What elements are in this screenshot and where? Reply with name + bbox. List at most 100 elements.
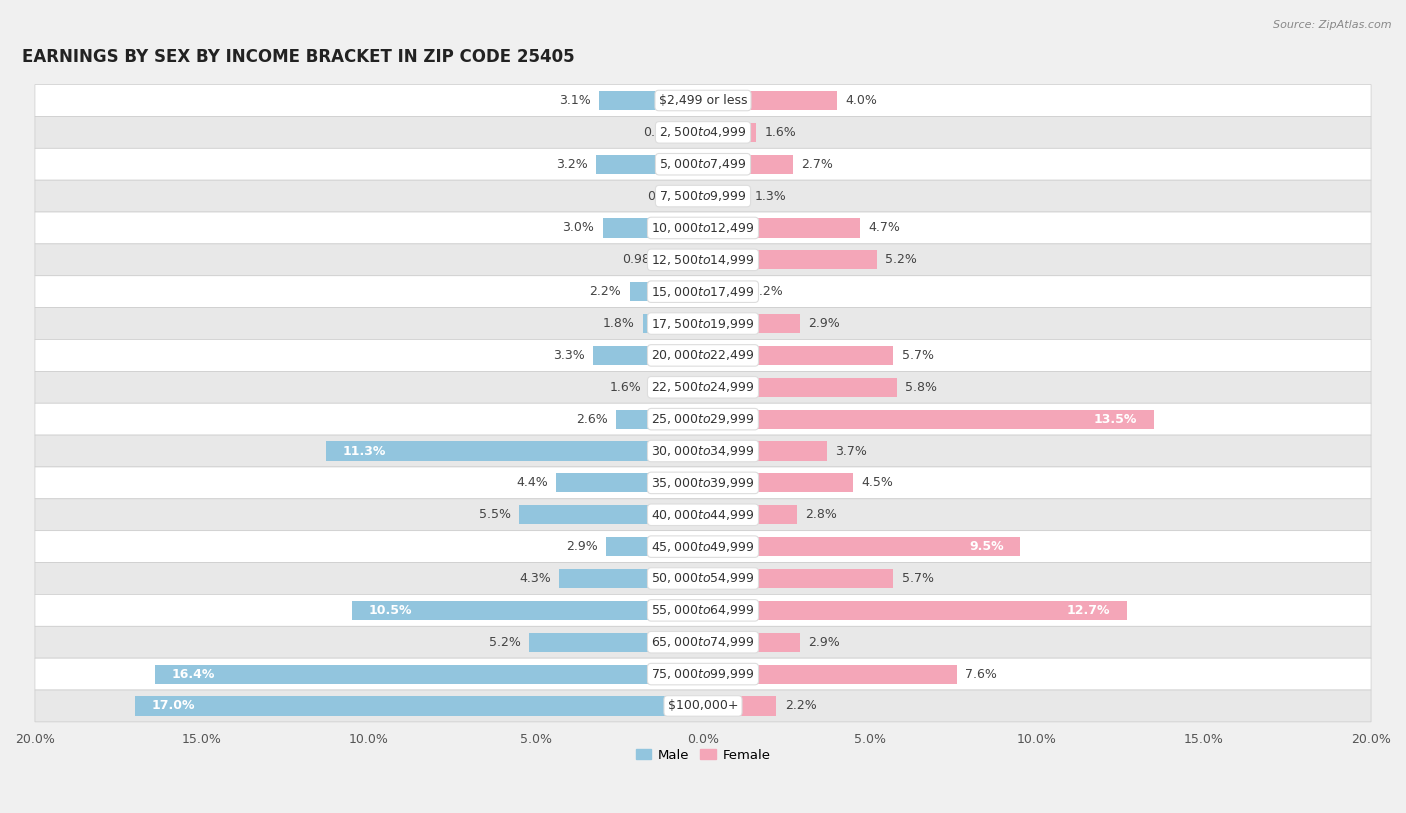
Text: 2.9%: 2.9% xyxy=(808,636,839,649)
Text: $55,000 to $64,999: $55,000 to $64,999 xyxy=(651,603,755,617)
Text: 4.4%: 4.4% xyxy=(516,476,548,489)
FancyBboxPatch shape xyxy=(35,531,1371,563)
Text: 5.5%: 5.5% xyxy=(479,508,510,521)
Text: 7.6%: 7.6% xyxy=(965,667,997,680)
Text: 0.24%: 0.24% xyxy=(647,189,686,202)
Bar xyxy=(555,473,703,493)
Text: 5.2%: 5.2% xyxy=(884,254,917,267)
Bar xyxy=(616,410,703,428)
Text: 1.8%: 1.8% xyxy=(603,317,634,330)
Text: $2,499 or less: $2,499 or less xyxy=(659,94,747,107)
Bar xyxy=(519,505,703,524)
Bar xyxy=(683,123,703,142)
Bar xyxy=(703,250,877,269)
Text: 3.2%: 3.2% xyxy=(555,158,588,171)
Bar xyxy=(703,537,1021,556)
Bar xyxy=(703,314,800,333)
FancyBboxPatch shape xyxy=(35,180,1371,212)
Text: $25,000 to $29,999: $25,000 to $29,999 xyxy=(651,412,755,426)
Text: 13.5%: 13.5% xyxy=(1094,413,1137,426)
FancyBboxPatch shape xyxy=(35,594,1371,626)
Bar xyxy=(703,441,827,461)
Bar xyxy=(703,123,756,142)
FancyBboxPatch shape xyxy=(35,563,1371,594)
Bar xyxy=(650,378,703,397)
Bar xyxy=(643,314,703,333)
Bar xyxy=(703,219,860,237)
Text: 17.0%: 17.0% xyxy=(152,699,195,712)
Text: 2.7%: 2.7% xyxy=(801,158,834,171)
Bar xyxy=(703,569,893,588)
Text: $10,000 to $12,499: $10,000 to $12,499 xyxy=(651,221,755,235)
Text: 5.2%: 5.2% xyxy=(489,636,522,649)
FancyBboxPatch shape xyxy=(35,85,1371,116)
FancyBboxPatch shape xyxy=(35,148,1371,180)
Text: 3.1%: 3.1% xyxy=(560,94,591,107)
Text: $50,000 to $54,999: $50,000 to $54,999 xyxy=(651,572,755,585)
Text: $35,000 to $39,999: $35,000 to $39,999 xyxy=(651,476,755,490)
Bar xyxy=(326,441,703,461)
Text: $2,500 to $4,999: $2,500 to $4,999 xyxy=(659,125,747,139)
Bar xyxy=(603,219,703,237)
Legend: Male, Female: Male, Female xyxy=(630,744,776,767)
Text: 12.7%: 12.7% xyxy=(1067,604,1111,617)
FancyBboxPatch shape xyxy=(35,435,1371,467)
FancyBboxPatch shape xyxy=(35,307,1371,340)
Bar xyxy=(593,346,703,365)
Bar xyxy=(703,410,1154,428)
Text: $75,000 to $99,999: $75,000 to $99,999 xyxy=(651,667,755,681)
Text: 0.6%: 0.6% xyxy=(643,126,675,139)
Bar xyxy=(703,664,957,684)
Bar xyxy=(703,601,1128,620)
FancyBboxPatch shape xyxy=(35,659,1371,690)
Bar xyxy=(703,505,797,524)
Bar xyxy=(703,282,744,302)
Bar xyxy=(703,186,747,206)
FancyBboxPatch shape xyxy=(35,116,1371,148)
Text: 3.3%: 3.3% xyxy=(553,349,585,362)
Bar xyxy=(529,633,703,652)
Text: $22,500 to $24,999: $22,500 to $24,999 xyxy=(651,380,755,394)
Bar xyxy=(630,282,703,302)
Text: 4.3%: 4.3% xyxy=(519,572,551,585)
Text: $100,000+: $100,000+ xyxy=(668,699,738,712)
Text: 16.4%: 16.4% xyxy=(172,667,215,680)
Text: $5,000 to $7,499: $5,000 to $7,499 xyxy=(659,157,747,172)
FancyBboxPatch shape xyxy=(35,372,1371,403)
Text: Source: ZipAtlas.com: Source: ZipAtlas.com xyxy=(1274,20,1392,30)
FancyBboxPatch shape xyxy=(35,340,1371,372)
Bar xyxy=(135,697,703,715)
FancyBboxPatch shape xyxy=(35,690,1371,722)
FancyBboxPatch shape xyxy=(35,403,1371,435)
Bar xyxy=(703,378,897,397)
Text: $20,000 to $22,499: $20,000 to $22,499 xyxy=(651,349,755,363)
Text: 2.8%: 2.8% xyxy=(804,508,837,521)
FancyBboxPatch shape xyxy=(35,499,1371,531)
Text: 3.7%: 3.7% xyxy=(835,445,868,458)
Text: 9.5%: 9.5% xyxy=(969,540,1004,553)
FancyBboxPatch shape xyxy=(35,244,1371,276)
Text: 11.3%: 11.3% xyxy=(342,445,385,458)
Text: 2.2%: 2.2% xyxy=(589,285,621,298)
Bar xyxy=(155,664,703,684)
FancyBboxPatch shape xyxy=(35,212,1371,244)
Text: 1.3%: 1.3% xyxy=(755,189,786,202)
Text: 4.0%: 4.0% xyxy=(845,94,877,107)
Text: 2.9%: 2.9% xyxy=(808,317,839,330)
Bar xyxy=(353,601,703,620)
Text: $15,000 to $17,499: $15,000 to $17,499 xyxy=(651,285,755,298)
Bar xyxy=(596,154,703,174)
Text: 1.6%: 1.6% xyxy=(609,380,641,393)
Bar xyxy=(703,473,853,493)
Text: 5.7%: 5.7% xyxy=(901,572,934,585)
Text: 0.98%: 0.98% xyxy=(621,254,662,267)
Text: $12,500 to $14,999: $12,500 to $14,999 xyxy=(651,253,755,267)
Bar xyxy=(599,91,703,110)
Bar xyxy=(703,346,893,365)
Text: 4.5%: 4.5% xyxy=(862,476,894,489)
Bar xyxy=(703,154,793,174)
Bar xyxy=(560,569,703,588)
Text: EARNINGS BY SEX BY INCOME BRACKET IN ZIP CODE 25405: EARNINGS BY SEX BY INCOME BRACKET IN ZIP… xyxy=(21,47,574,66)
Bar xyxy=(671,250,703,269)
Bar xyxy=(703,697,776,715)
